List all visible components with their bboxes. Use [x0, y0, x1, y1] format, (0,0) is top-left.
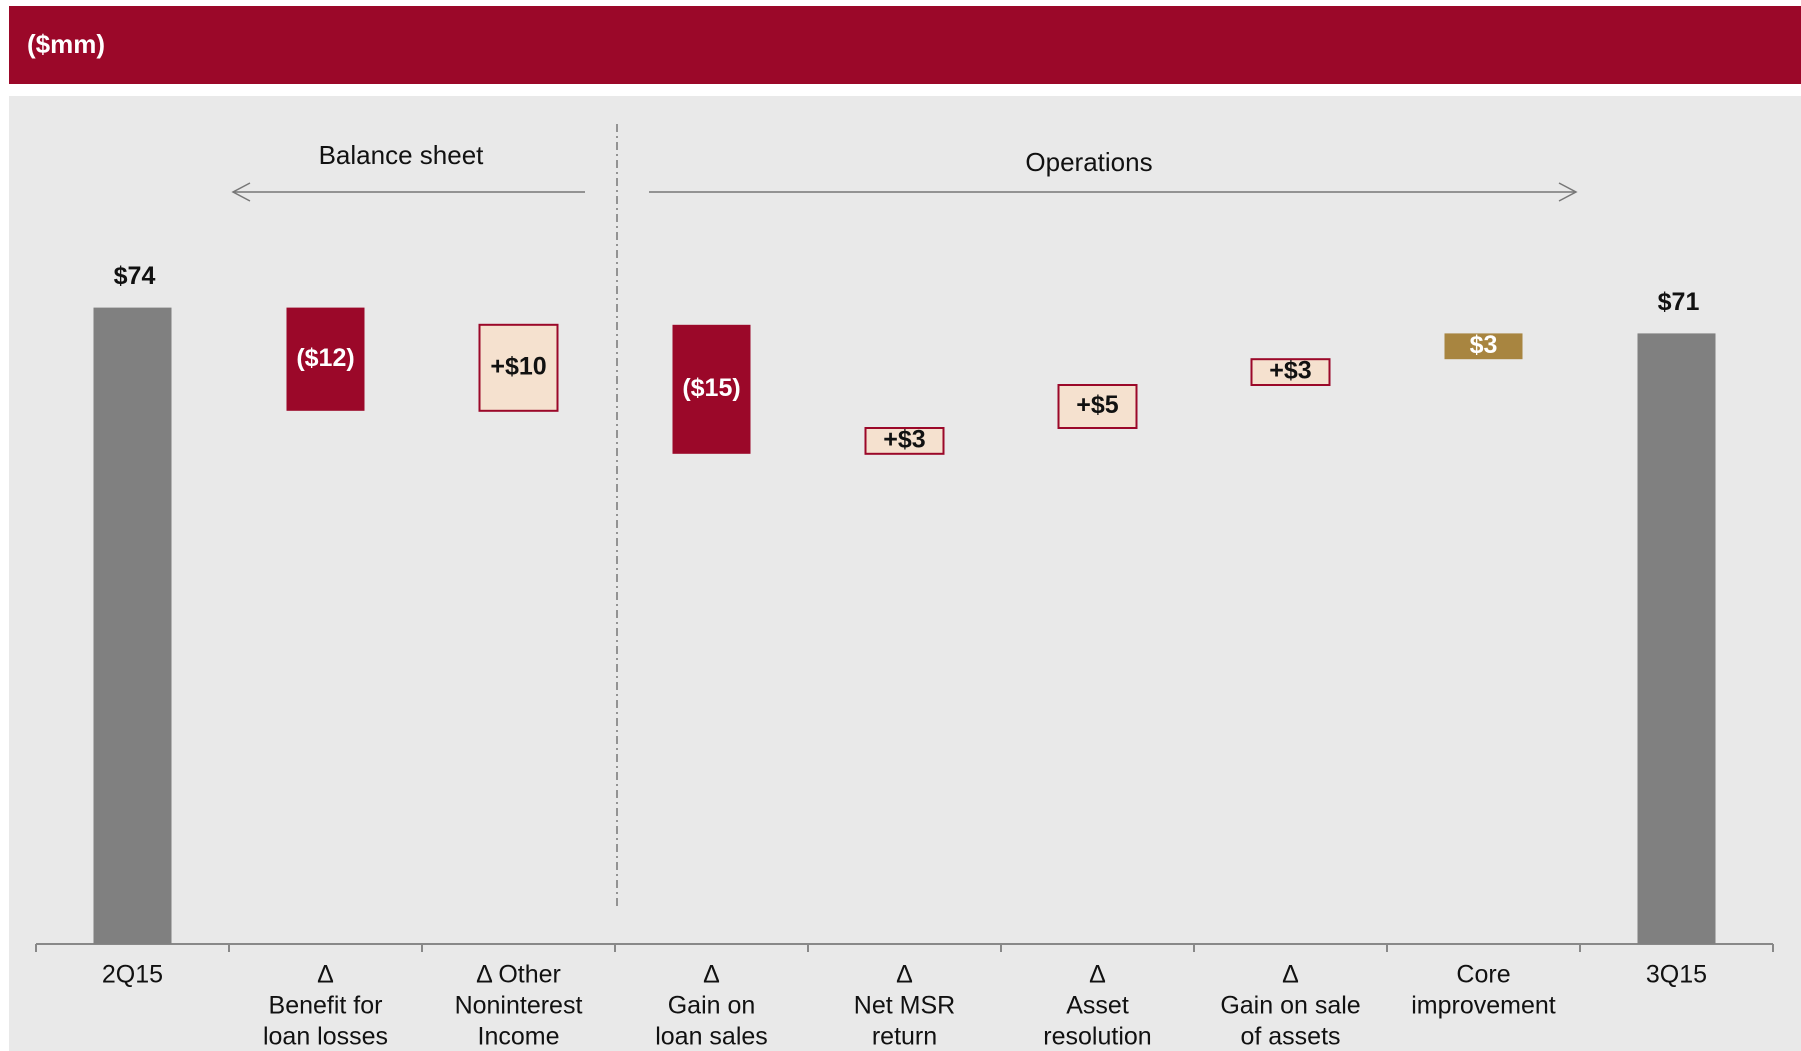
bar — [1637, 333, 1716, 944]
header-bar — [9, 6, 1801, 84]
x-tick-label: Gain on sale — [1220, 992, 1360, 1020]
bar — [93, 307, 172, 945]
x-tick-label: Net MSR — [854, 992, 955, 1020]
bar — [864, 427, 945, 455]
x-tick-label: resolution — [1043, 1023, 1151, 1051]
value-label: +$5 — [1076, 391, 1119, 419]
chart-title: ($mm) — [27, 29, 105, 59]
x-tick-label: Δ Other — [476, 961, 561, 989]
plot-panel — [9, 96, 1801, 1051]
x-tick-label: Δ — [1089, 961, 1106, 989]
x-tick-label: Δ — [896, 961, 913, 989]
x-tick-label: Gain on — [668, 992, 756, 1020]
value-label: $3 — [1470, 331, 1498, 359]
value-label: +$3 — [883, 426, 925, 454]
section-label: Operations — [1025, 147, 1152, 177]
x-tick-label: loan sales — [655, 1023, 768, 1051]
x-tick-label: 2Q15 — [102, 961, 163, 989]
bar — [1444, 333, 1523, 360]
x-tick-label: Δ — [1282, 961, 1299, 989]
section-label: Balance sheet — [319, 140, 485, 170]
bar — [672, 324, 751, 454]
x-tick-label: loan losses — [263, 1023, 388, 1051]
bar — [1250, 358, 1331, 387]
x-tick-label: Benefit for — [269, 992, 383, 1020]
value-label: $74 — [114, 262, 156, 290]
value-label: ($12) — [296, 344, 354, 372]
x-tick-label: of assets — [1240, 1023, 1340, 1051]
x-tick-label: return — [872, 1023, 937, 1051]
x-tick-label: Asset — [1066, 992, 1129, 1020]
bar — [478, 323, 559, 412]
value-label: +$3 — [1269, 357, 1311, 385]
bar — [1057, 384, 1138, 429]
x-tick-label: Δ — [317, 961, 334, 989]
value-label: $71 — [1658, 288, 1700, 316]
x-tick-label: Noninterest — [455, 992, 583, 1020]
x-tick-label: improvement — [1411, 992, 1556, 1020]
bar — [286, 307, 365, 411]
x-tick-label: Core — [1456, 961, 1510, 989]
x-tick-label: 3Q15 — [1646, 961, 1707, 989]
value-label: +$10 — [490, 352, 546, 380]
value-label: ($15) — [682, 374, 740, 402]
section-arrows — [231, 182, 1578, 202]
x-tick-label: Income — [478, 1023, 560, 1051]
x-tick-label: Δ — [703, 961, 720, 989]
